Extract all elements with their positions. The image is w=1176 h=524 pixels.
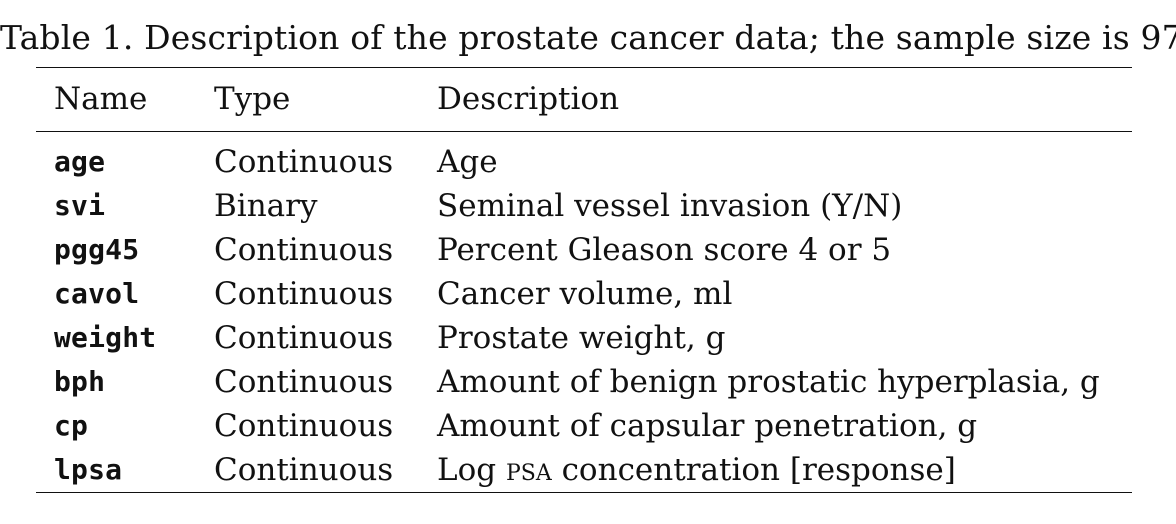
variable-description: Prostate weight, g bbox=[437, 320, 726, 356]
variable-description: Seminal vessel invasion (Y/N) bbox=[437, 188, 903, 224]
table-row: pgg45 Continuous Percent Gleason score 4… bbox=[0, 228, 1176, 272]
variable-type: Continuous bbox=[214, 364, 394, 400]
variable-description: Age bbox=[437, 144, 498, 180]
variable-description: Log psa concentration [response] bbox=[437, 452, 956, 488]
table-header: Name Type Description bbox=[0, 74, 1176, 124]
table-body: age Continuous Age svi Binary Seminal ve… bbox=[0, 140, 1176, 492]
variable-name: weight bbox=[54, 321, 157, 354]
table-row: weight Continuous Prostate weight, g bbox=[0, 316, 1176, 360]
bottom-rule bbox=[36, 492, 1132, 493]
variable-name: bph bbox=[54, 365, 106, 398]
table-caption: Table 1. Description of the prostate can… bbox=[0, 18, 1176, 57]
variable-name: lpsa bbox=[54, 453, 123, 486]
variable-name: age bbox=[54, 145, 106, 178]
header-type: Type bbox=[214, 81, 291, 117]
table-row: cp Continuous Amount of capsular penetra… bbox=[0, 404, 1176, 448]
variable-description: Cancer volume, ml bbox=[437, 276, 733, 312]
variable-type: Continuous bbox=[214, 320, 394, 356]
header-rule bbox=[36, 131, 1132, 132]
variable-name: pgg45 bbox=[54, 233, 140, 266]
variable-name: cp bbox=[54, 409, 89, 442]
table-row: lpsa Continuous Log psa concentration [r… bbox=[0, 448, 1176, 492]
acronym-psa: psa bbox=[505, 452, 552, 488]
table-row: bph Continuous Amount of benign prostati… bbox=[0, 360, 1176, 404]
header-description: Description bbox=[437, 81, 620, 117]
table-row: svi Binary Seminal vessel invasion (Y/N) bbox=[0, 184, 1176, 228]
variable-type: Binary bbox=[214, 188, 318, 224]
variable-name: svi bbox=[54, 189, 106, 222]
header-name: Name bbox=[54, 81, 148, 117]
variable-name: cavol bbox=[54, 277, 140, 310]
variable-type: Continuous bbox=[214, 452, 394, 488]
variable-type: Continuous bbox=[214, 408, 394, 444]
table-row: age Continuous Age bbox=[0, 140, 1176, 184]
variable-type: Continuous bbox=[214, 276, 394, 312]
variable-type: Continuous bbox=[214, 232, 394, 268]
table-row: cavol Continuous Cancer volume, ml bbox=[0, 272, 1176, 316]
variable-type: Continuous bbox=[214, 144, 394, 180]
variable-description: Amount of capsular penetration, g bbox=[437, 408, 978, 444]
variable-description: Percent Gleason score 4 or 5 bbox=[437, 232, 892, 268]
top-rule bbox=[36, 67, 1132, 68]
variable-description: Amount of benign prostatic hyperplasia, … bbox=[437, 364, 1100, 400]
